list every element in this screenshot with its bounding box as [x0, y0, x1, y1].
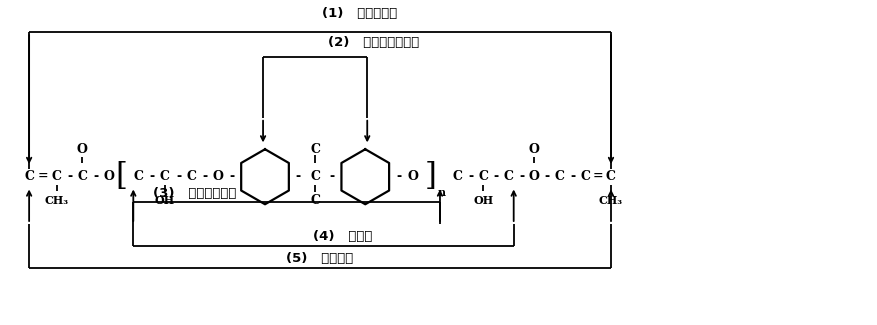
Text: C: C — [606, 170, 616, 183]
Text: C: C — [478, 170, 488, 183]
Text: C: C — [160, 170, 170, 183]
Text: -: - — [519, 170, 524, 183]
Text: -: - — [296, 170, 301, 183]
Text: O: O — [408, 170, 419, 183]
Text: -: - — [329, 170, 334, 183]
Text: C: C — [503, 170, 514, 183]
Text: (4)   浸演性: (4) 浸演性 — [313, 229, 373, 242]
Text: C: C — [77, 170, 87, 183]
Text: C: C — [555, 170, 565, 183]
Text: -: - — [396, 170, 402, 183]
Text: -: - — [570, 170, 575, 183]
Text: O: O — [529, 170, 539, 183]
Text: -: - — [93, 170, 98, 183]
Text: -: - — [229, 170, 234, 183]
Text: ]: ] — [424, 161, 436, 192]
Text: C: C — [581, 170, 590, 183]
Text: C: C — [52, 170, 61, 183]
Text: (1)   高反应活性: (1) 高反应活性 — [322, 7, 397, 20]
Text: O: O — [212, 170, 224, 183]
Text: -: - — [68, 170, 73, 183]
Text: O: O — [103, 170, 114, 183]
Text: C: C — [310, 143, 320, 156]
Text: [: [ — [116, 161, 127, 192]
Text: -: - — [545, 170, 550, 183]
Text: C: C — [453, 170, 463, 183]
Text: -: - — [494, 170, 498, 183]
Text: C: C — [186, 170, 196, 183]
Text: -: - — [203, 170, 208, 183]
Text: OH: OH — [474, 195, 493, 206]
Text: -: - — [176, 170, 181, 183]
Text: C: C — [133, 170, 143, 183]
Text: O: O — [529, 143, 539, 156]
Text: (5)   耔化学性: (5) 耔化学性 — [287, 252, 353, 265]
Text: C: C — [310, 170, 320, 183]
Text: (3)   柔韧耐冲击性: (3) 柔韧耐冲击性 — [153, 187, 236, 200]
Text: O: O — [77, 143, 88, 156]
Text: (2)   物理性能耐热性: (2) 物理性能耐热性 — [329, 36, 420, 49]
Text: CH₃: CH₃ — [599, 195, 623, 206]
Text: CH₃: CH₃ — [45, 195, 68, 206]
Text: OH: OH — [154, 195, 175, 206]
Text: n: n — [438, 187, 446, 198]
Text: =: = — [38, 170, 48, 183]
Text: C: C — [310, 194, 320, 207]
Text: -: - — [149, 170, 154, 183]
Text: =: = — [593, 170, 603, 183]
Text: -: - — [468, 170, 473, 183]
Text: C: C — [25, 170, 34, 183]
